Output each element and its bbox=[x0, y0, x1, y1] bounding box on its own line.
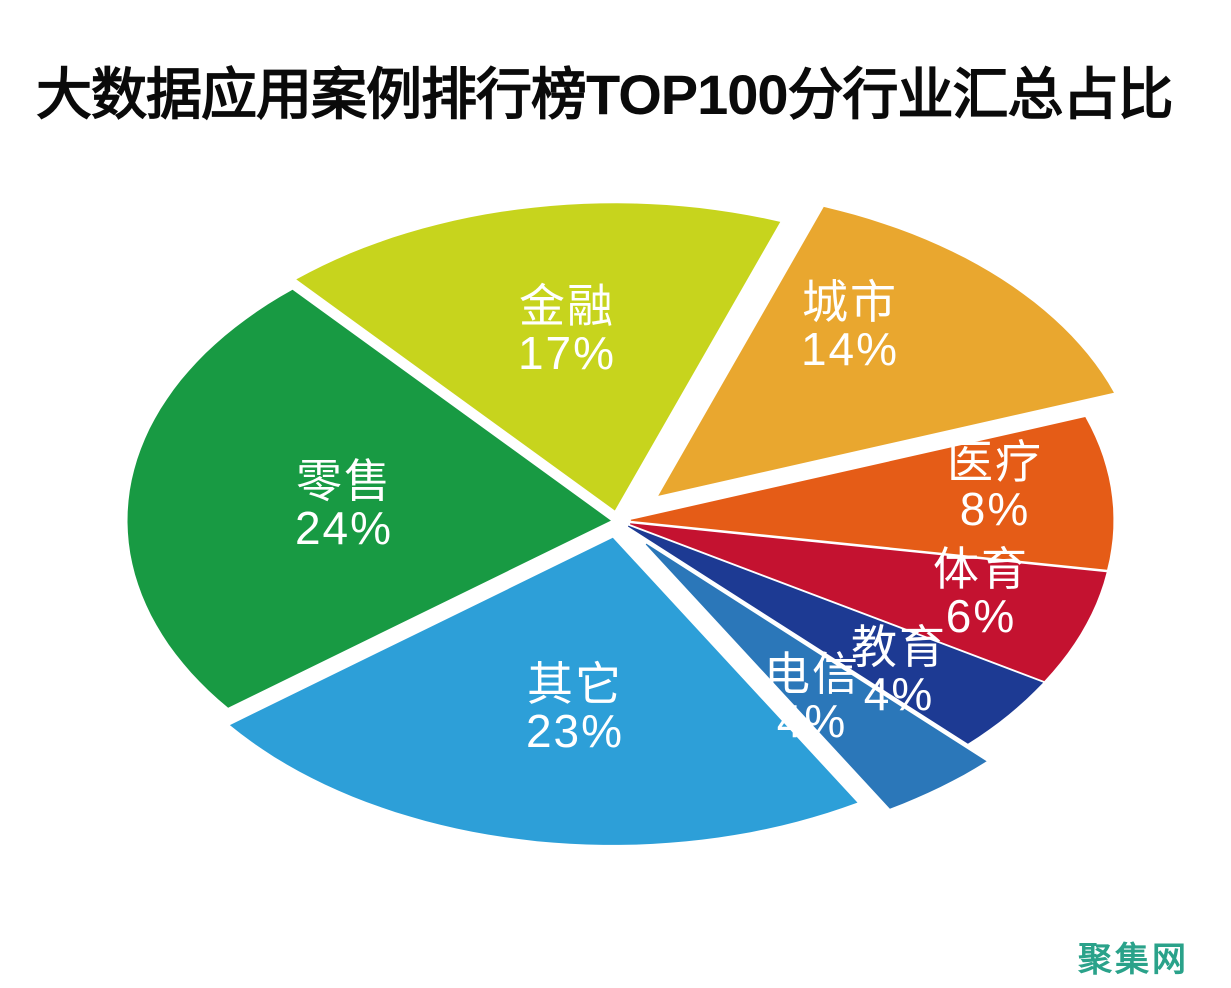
pie-slice-top-4 bbox=[645, 543, 987, 809]
pie-slice-top-3 bbox=[627, 525, 1044, 744]
pie-slice-name-3: 教育 bbox=[851, 621, 947, 673]
pie-slice-top-2 bbox=[630, 523, 1107, 682]
pie-slice-top-0 bbox=[658, 206, 1114, 496]
pie-slice-top-7 bbox=[296, 203, 781, 511]
pie-slice-percent-3: 4% bbox=[864, 668, 934, 720]
pie-slice-percent-5: 23% bbox=[526, 705, 624, 757]
pie-slice-name-5: 其它 bbox=[527, 658, 623, 710]
pie-slice-name-6: 零售 bbox=[296, 455, 392, 507]
pie-slice-top-1 bbox=[630, 417, 1114, 570]
pie-slice-name-0: 城市 bbox=[802, 276, 898, 328]
page-title: 大数据应用案例排行榜TOP100分行业汇总占比 bbox=[36, 63, 1174, 126]
pie-slice-name-2: 体育 bbox=[933, 543, 1029, 595]
pie-slice-name-1: 医疗 bbox=[947, 436, 1043, 488]
pie-slice-percent-1: 8% bbox=[960, 483, 1030, 535]
pie-slice-percent-2: 6% bbox=[946, 590, 1016, 642]
pie-slice-percent-4: 4% bbox=[777, 695, 847, 747]
pie-slice-percent-0: 14% bbox=[801, 323, 899, 375]
watermark: 聚集网 bbox=[1078, 941, 1189, 979]
pie-slice-name-4: 电信 bbox=[764, 648, 860, 700]
pie-slice-percent-6: 24% bbox=[295, 502, 393, 554]
pie-slice-name-7: 金融 bbox=[519, 280, 615, 332]
pie-slice-percent-7: 17% bbox=[518, 327, 616, 379]
pie-slice-top-5 bbox=[229, 537, 858, 845]
pie-slice-top-6 bbox=[127, 289, 611, 708]
